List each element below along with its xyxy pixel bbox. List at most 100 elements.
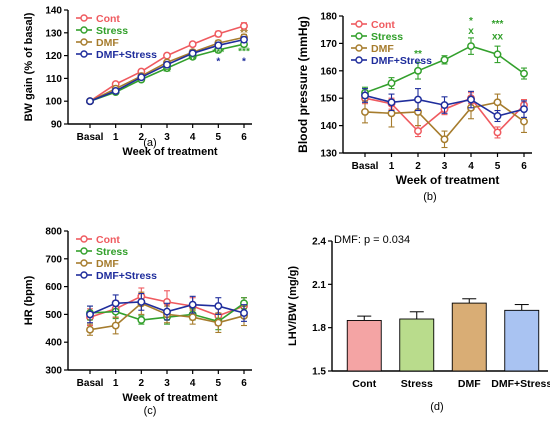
- y-tick-label: 2.1: [312, 280, 326, 291]
- x-tick-label: DMF+Stress: [491, 378, 550, 390]
- data-point: [440, 135, 449, 144]
- panel-b: 130 140 150 160 170 180 Blood pressure (mmHg) (…: [296, 12, 532, 203]
- panel-d: 1.5 1.8 2.1 2.4 LHV/BW (mg/g) (d) Cont Stress DM…: [287, 234, 550, 413]
- significance-mark: *: [216, 57, 220, 68]
- data-point: [214, 29, 223, 38]
- data-point: [240, 35, 248, 44]
- data-point: [240, 309, 248, 317]
- data-point: [137, 73, 146, 82]
- legend-marker: [80, 247, 88, 255]
- x-tick-label: 4: [190, 378, 196, 389]
- legend-marker: [355, 44, 363, 52]
- x-axis-title: Week of treatment: [396, 173, 500, 187]
- legend-item: DMF: [76, 37, 119, 49]
- panel-label: (d): [430, 401, 443, 413]
- legend-item: Stress: [351, 31, 403, 43]
- x-tick-label: 5: [495, 161, 501, 172]
- panel-label: (b): [423, 191, 436, 203]
- x-tick-label: 1: [389, 161, 395, 172]
- bar-group: [451, 298, 487, 372]
- data-point: [414, 127, 422, 136]
- data-point: [240, 22, 248, 30]
- y-axis-title: HR (bpm): [23, 275, 35, 325]
- x-tick-label: Basal: [352, 161, 379, 172]
- data-point: [111, 86, 120, 95]
- legend-marker: [80, 259, 88, 267]
- x-tick-label: 3: [442, 161, 448, 172]
- y-tick-label: 800: [45, 227, 62, 238]
- y-tick-label: 180: [320, 12, 337, 23]
- bar-group: [504, 304, 540, 372]
- legend-marker: [80, 14, 88, 22]
- legend-label: DMF+Stress: [371, 55, 432, 67]
- panel-c: 300 400 500 600 700 800 HR (bpm) (c) Basal 1 2 3 4 5 6…: [23, 227, 252, 417]
- data-point: [467, 42, 475, 51]
- y-tick-label: 120: [45, 51, 62, 62]
- x-tick-label: 3: [164, 132, 170, 143]
- x-tick-label: 2: [139, 378, 145, 389]
- panel-label: (c): [144, 405, 157, 417]
- significance-mark: **: [163, 67, 171, 78]
- y-axis-title: LHV/BW (mg/g): [287, 266, 299, 346]
- data-point: [137, 316, 146, 324]
- data-point: [387, 98, 396, 107]
- data-point: [163, 307, 171, 316]
- legend-label: Stress: [371, 31, 403, 43]
- data-point: [520, 69, 528, 78]
- x-tick-label: 6: [521, 161, 527, 172]
- data-point: [361, 91, 369, 100]
- x-axis-title: Week of treatment: [122, 146, 217, 158]
- data-point: [214, 302, 223, 311]
- y-tick-label: 110: [46, 74, 63, 85]
- y-tick-label: 1.8: [312, 323, 326, 334]
- significance-mark: *: [469, 16, 473, 27]
- bar-group: [399, 311, 435, 372]
- y-tick-label: 140: [320, 121, 337, 132]
- data-point: [520, 105, 528, 114]
- data-point: [493, 128, 502, 137]
- data-point: [86, 310, 94, 319]
- data-point: [520, 117, 528, 126]
- y-tick-label: 150: [320, 94, 337, 105]
- legend-marker: [355, 56, 363, 64]
- bar: [346, 319, 382, 372]
- legend-label: DMF: [96, 258, 119, 270]
- y-tick-label: 140: [45, 6, 62, 17]
- data-point: [137, 297, 146, 306]
- data-point: [163, 60, 171, 69]
- x-tick-label: DMF: [458, 378, 481, 390]
- x-tick-label: 5: [216, 132, 222, 143]
- x-axis-title: Week of treatment: [122, 392, 217, 404]
- data-point: [440, 101, 449, 110]
- legend-label: Cont: [371, 19, 395, 31]
- legend-label: DMF: [96, 37, 119, 49]
- y-tick-label: 500: [45, 310, 62, 321]
- data-point: [493, 112, 502, 120]
- significance-mark: *: [242, 57, 246, 68]
- y-tick-label: 130: [320, 149, 337, 160]
- data-point: [414, 95, 422, 104]
- legend-item: Stress: [76, 246, 128, 258]
- significance-mark: x: [468, 26, 474, 37]
- data-point: [214, 41, 223, 50]
- bar: [399, 318, 435, 372]
- x-tick-label: 3: [164, 378, 170, 389]
- y-axis-title: Blood pressure (mmHg): [296, 16, 310, 153]
- significance-mark: **: [240, 28, 248, 39]
- series-stress: [361, 37, 528, 99]
- data-point: [414, 66, 422, 75]
- data-point: [163, 51, 171, 60]
- data-point: [188, 49, 197, 58]
- legend-item: Cont: [76, 234, 120, 246]
- x-tick-label: 1: [113, 132, 119, 143]
- x-tick-label: 1: [113, 378, 119, 389]
- data-point: [188, 300, 197, 309]
- y-axis-title: BW gain (% of basal): [23, 12, 35, 121]
- data-point: [111, 321, 120, 330]
- legend-label: DMF+Stress: [96, 270, 157, 282]
- series-dmf-stress: [86, 292, 248, 324]
- legend-label: Stress: [96, 246, 128, 258]
- x-tick-label: 6: [241, 132, 247, 143]
- y-tick-label: 600: [45, 282, 62, 293]
- series-dmf-stress: [86, 35, 248, 106]
